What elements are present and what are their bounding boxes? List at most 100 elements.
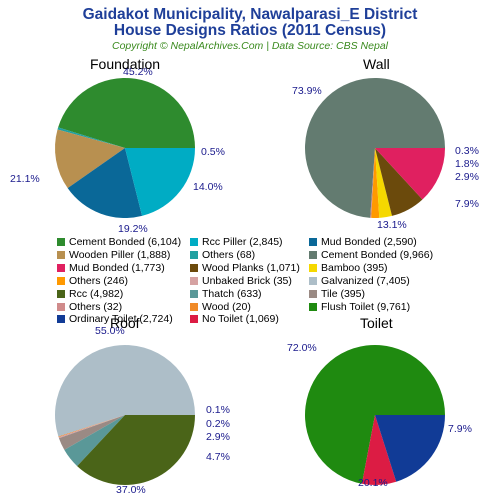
legend-swatch [57, 276, 65, 285]
legend-swatch [309, 238, 317, 246]
wall-slice-others [370, 148, 375, 218]
legend-item: Galvanized (7,405) [309, 275, 410, 287]
wall-slice-wood-planks [375, 148, 423, 216]
roof-slice-tile [58, 415, 125, 450]
legend-swatch [57, 315, 65, 324]
legend-label: Ordinary Toilet (2,724) [69, 313, 173, 326]
wall-pct-label: 7.9% [455, 198, 479, 210]
roof-slice-wood [58, 415, 125, 438]
legend-swatch [190, 289, 198, 298]
foundation-pct-label: 0.5% [201, 146, 225, 158]
legend-item: Unbaked Brick (35) [190, 275, 292, 287]
legend-item: Cement Bonded (6,104) [57, 236, 181, 248]
legend-label: Others (32) [69, 300, 123, 313]
legend-swatch [190, 263, 198, 272]
foundation-slice-cement-bonded [58, 78, 196, 148]
foundation-pct-label: 21.1% [10, 173, 40, 185]
legend-item: Others (68) [190, 249, 255, 261]
legend-swatch [57, 302, 65, 311]
legend-swatch [190, 238, 198, 246]
toilet-pct-label: 7.9% [448, 423, 472, 435]
wall-slice-bamboo [375, 148, 393, 218]
wall-pct-label: 1.8% [455, 158, 479, 170]
legend-item: Flush Toilet (9,761) [309, 301, 410, 313]
wall-slice-mud-bonded [375, 148, 445, 200]
roof-pct-label: 2.9% [206, 431, 230, 443]
roof-pie-title: Roof [110, 315, 140, 331]
roof-pct-label: 55.0% [95, 325, 125, 337]
legend-swatch [57, 263, 65, 272]
legend-label: Rcc (4,982) [69, 287, 124, 300]
legend-item: Others (32) [57, 301, 122, 313]
legend-swatch [190, 302, 198, 311]
toilet-slice-ordinary-toilet [375, 415, 445, 482]
foundation-slice-mud-bonded [67, 148, 143, 218]
foundation-pct-label: 19.2% [118, 223, 148, 235]
foundation-pct-label: 14.0% [193, 181, 223, 193]
legend-swatch [190, 315, 198, 324]
legend-item: Others (246) [57, 275, 128, 287]
legend-item: Cement Bonded (9,966) [309, 249, 433, 261]
legend-swatch [309, 250, 317, 259]
legend-swatch [57, 238, 65, 246]
legend-label: Mud Bonded (2,590) [321, 236, 417, 248]
roof-slice-rcc [77, 415, 195, 485]
toilet-pct-label: 72.0% [287, 342, 317, 354]
legend-item: Bamboo (395) [309, 262, 388, 274]
legend-label: Wood (20) [202, 300, 251, 313]
legend-label: Cement Bonded (9,966) [321, 248, 434, 261]
legend-label: Mud Bonded (1,773) [69, 261, 165, 274]
legend-label: Rcc Piller (2,845) [202, 236, 283, 248]
legend-label: Galvanized (7,405) [321, 274, 410, 287]
foundation-slice-others [57, 127, 125, 148]
wall-pct-label: 2.9% [455, 171, 479, 183]
foundation-pie-title: Foundation [90, 56, 161, 72]
legend-item: Tile (395) [309, 288, 365, 300]
legend-swatch [309, 289, 317, 298]
legend-label: Bamboo (395) [321, 261, 388, 274]
roof-slice-galvanized [55, 345, 196, 437]
legend-label: Wood Planks (1,071) [202, 261, 300, 274]
wall-pct-label: 0.3% [455, 145, 479, 157]
legend-label: Unbaked Brick (35) [202, 274, 292, 287]
foundation-slice-wooden-piller [55, 129, 125, 189]
legend-item: Wooden Piller (1,888) [57, 249, 170, 261]
legend-label: Flush Toilet (9,761) [321, 300, 411, 313]
wall-slice-others [371, 148, 380, 219]
legend-item: Mud Bonded (2,590) [309, 236, 417, 248]
roof-pct-label: 37.0% [116, 484, 146, 496]
legend-label: Wooden Piller (1,888) [69, 248, 171, 261]
wall-slice-cement-bonded [305, 78, 445, 218]
roof-slice-unbaked-brick [58, 415, 126, 439]
toilet-slice-no-toilet [361, 415, 397, 485]
wall-pct-label: 13.1% [377, 219, 407, 231]
legend-item: Ordinary Toilet (2,724) [57, 313, 173, 325]
legend-swatch [309, 263, 317, 272]
legend-label: Others (246) [69, 274, 128, 287]
chart-subtitle: Copyright © NepalArchives.Com | Data Sou… [112, 40, 388, 52]
legend-swatch [190, 276, 198, 285]
toilet-pct-label: 20.1% [358, 477, 388, 489]
chart-title-line2: House Designs Ratios (2011 Census) [113, 22, 387, 39]
wall-pct-label: 73.9% [292, 85, 322, 97]
legend-item: Rcc Piller (2,845) [190, 236, 283, 248]
toilet-slice-flush-toilet [304, 344, 445, 484]
legend-item: Thatch (633) [190, 288, 262, 300]
legend-swatch [309, 302, 317, 311]
toilet-pie-title: Toilet [360, 315, 393, 331]
legend-label: Cement Bonded (6,104) [69, 236, 182, 248]
wall-pie-title: Wall [363, 56, 390, 72]
legend-item: Wood Planks (1,071) [190, 262, 300, 274]
legend-swatch [309, 276, 317, 285]
roof-slice-thatch [64, 415, 125, 467]
roof-pct-label: 0.1% [206, 404, 230, 416]
legend-label: Thatch (633) [202, 287, 262, 300]
legend-label: Tile (395) [321, 287, 365, 300]
roof-pct-label: 4.7% [206, 451, 230, 463]
legend-label: No Toilet (1,069) [202, 313, 279, 326]
legend-swatch [57, 289, 65, 298]
roof-pct-label: 0.2% [206, 418, 230, 430]
legend-label: Others (68) [202, 248, 256, 261]
legend-item: Wood (20) [190, 301, 251, 313]
